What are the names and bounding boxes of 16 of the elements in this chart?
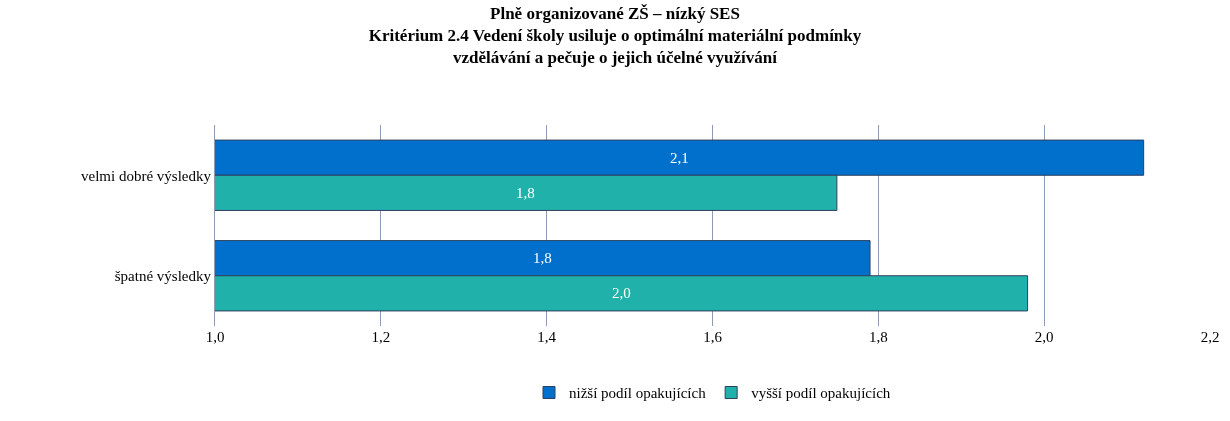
y-tick-label: špatné výsledky (114, 268, 212, 284)
legend-label: nižší podíl opakujících (569, 385, 707, 402)
x-tick-label: 1,8 (868, 329, 888, 345)
chart-title: Plně organizované ZŠ – nízký SES Kritérium 2.4 Vedení školy usiluje o optimální materiální podmínky vzdělávání a pečuje o jejich účelné využívání (368, 3, 862, 68)
y-tick-label: velmi dobré výsledky (81, 167, 212, 184)
data-label: 1,8 (516, 185, 535, 201)
x-tick-label: 2,0 (1034, 329, 1054, 345)
x-tick-label: 2,2 (1200, 329, 1220, 345)
x-tick-label: 1,2 (371, 329, 391, 345)
data-label: 2,1 (670, 150, 689, 166)
data-label: 2,0 (612, 285, 631, 301)
x-tick-label: 1,4 (537, 329, 557, 345)
data-label: 1,8 (533, 250, 552, 266)
legend-label: vyšší podíl opakujících (751, 385, 891, 402)
x-tick-label: 1,0 (205, 329, 225, 345)
x-tick-label: 1,6 (703, 329, 723, 345)
